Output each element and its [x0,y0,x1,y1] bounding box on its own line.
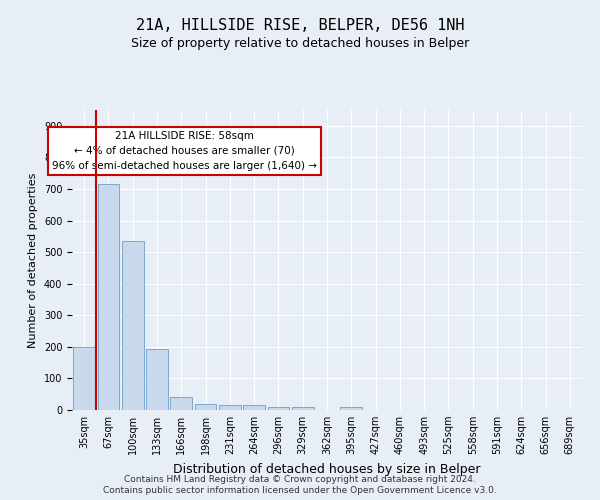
Text: 21A HILLSIDE RISE: 58sqm
← 4% of detached houses are smaller (70)
96% of semi-de: 21A HILLSIDE RISE: 58sqm ← 4% of detache… [52,131,317,170]
Bar [268,407,289,410]
Bar [340,408,362,410]
Bar [292,407,314,410]
Text: Contains public sector information licensed under the Open Government Licence v3: Contains public sector information licen… [103,486,497,495]
Bar [219,406,241,410]
X-axis label: Distribution of detached houses by size in Belper: Distribution of detached houses by size … [173,462,481,475]
Bar [73,347,95,410]
Bar [194,404,217,410]
Text: 21A, HILLSIDE RISE, BELPER, DE56 1NH: 21A, HILLSIDE RISE, BELPER, DE56 1NH [136,18,464,32]
Text: Contains HM Land Registry data © Crown copyright and database right 2024.: Contains HM Land Registry data © Crown c… [124,475,476,484]
Bar [170,396,192,410]
Y-axis label: Number of detached properties: Number of detached properties [28,172,38,348]
Bar [122,241,143,410]
Bar [97,184,119,410]
Text: Size of property relative to detached houses in Belper: Size of property relative to detached ho… [131,38,469,51]
Bar [146,349,168,410]
Bar [243,406,265,410]
